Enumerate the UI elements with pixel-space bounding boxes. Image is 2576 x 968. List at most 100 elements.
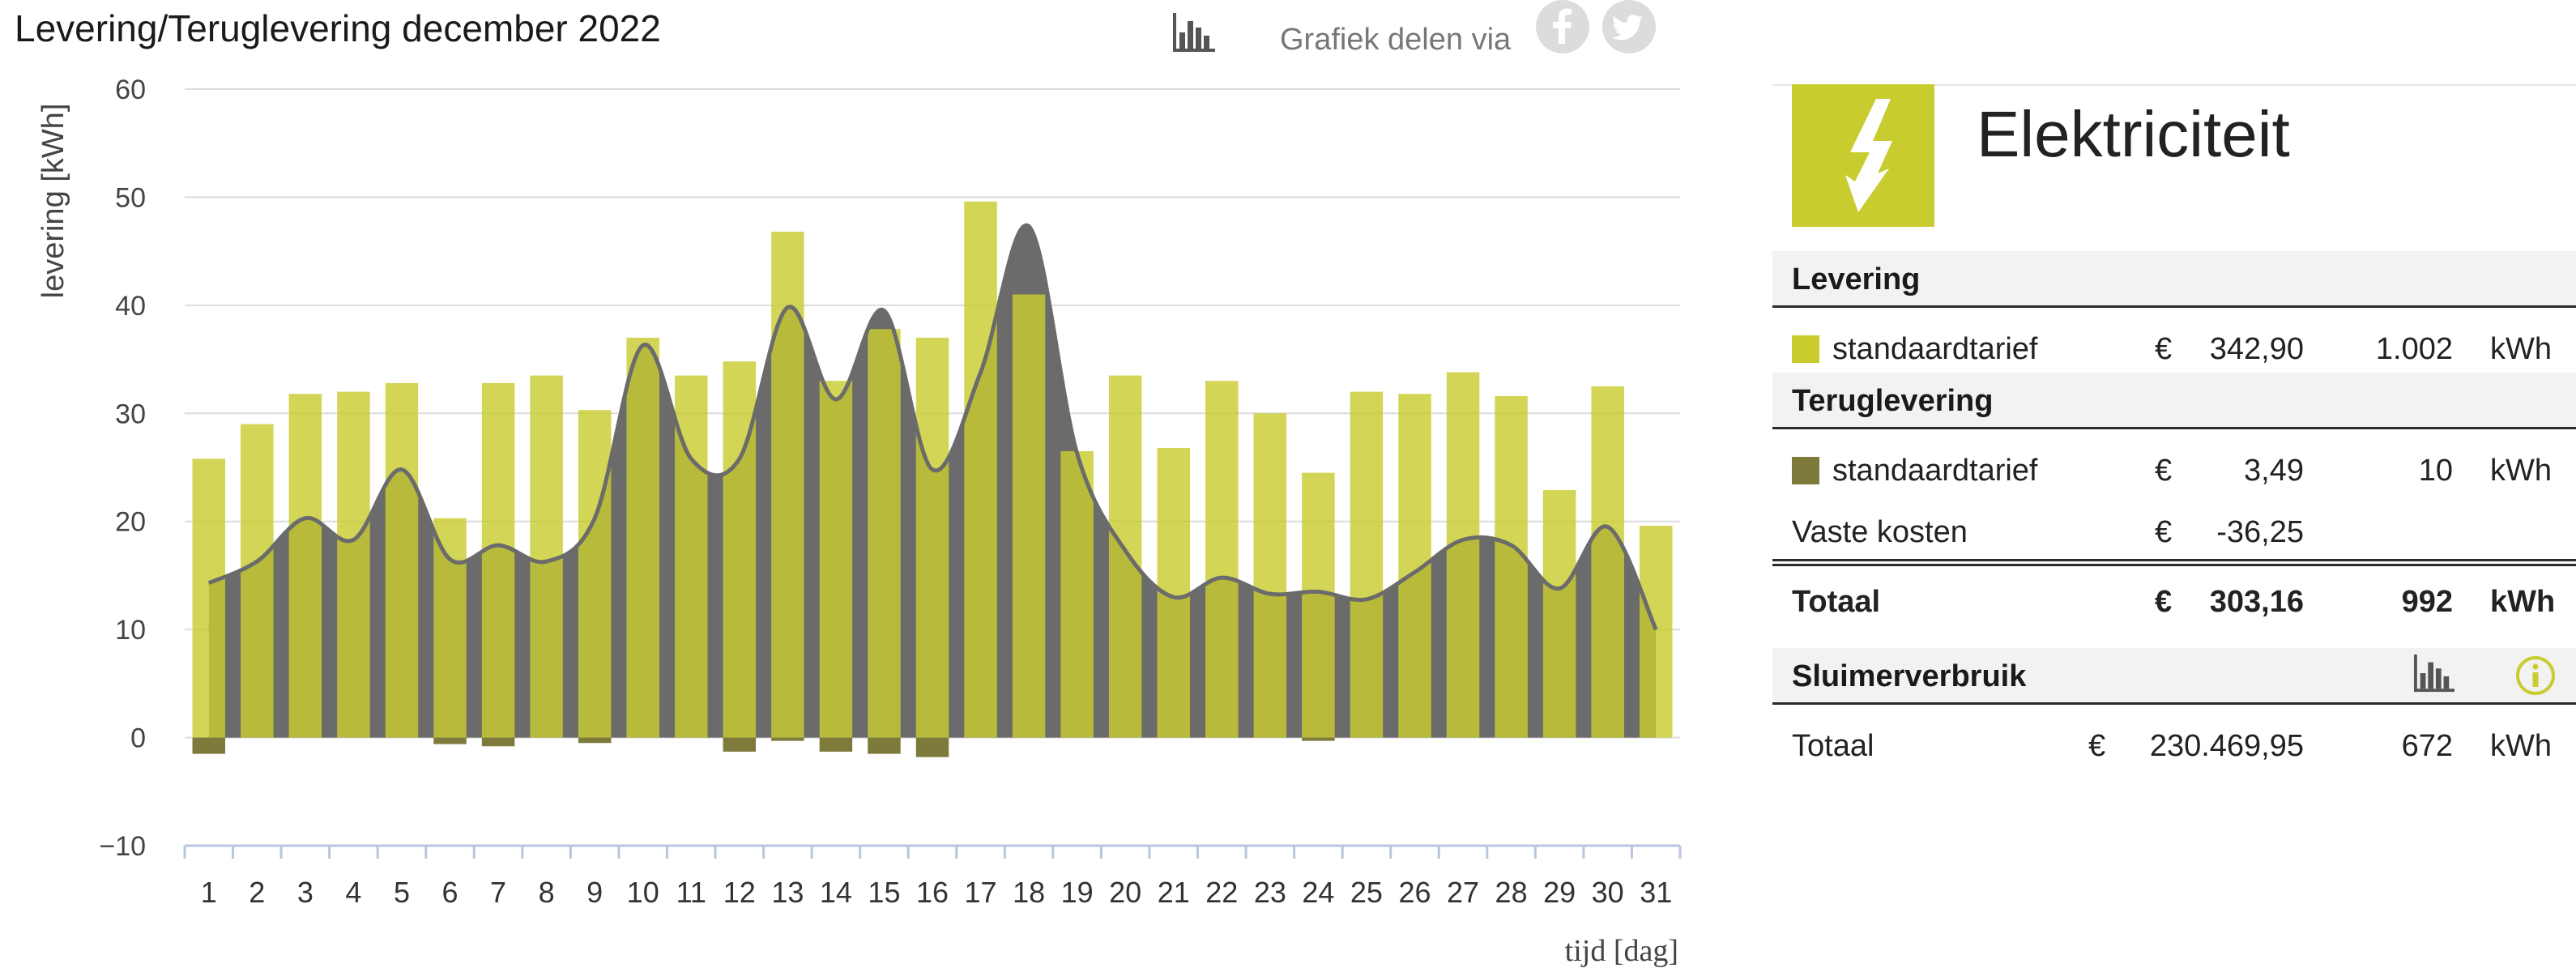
section-heading: Sluimerverbruik [1792, 659, 2027, 693]
section-teruglevering: Teruglevering [1772, 373, 2576, 429]
divider [1772, 564, 2576, 566]
unit: kWh [2490, 585, 2556, 619]
bar-teruglevering[interactable] [192, 737, 226, 754]
bar-teruglevering[interactable] [1302, 737, 1335, 741]
bar-levering[interactable] [723, 361, 757, 738]
x-tick-label: 18 [1013, 876, 1045, 909]
x-tick-label: 5 [394, 876, 410, 909]
bar-levering[interactable] [288, 394, 322, 738]
x-tick-label: 9 [586, 876, 603, 909]
section-heading: Levering [1792, 262, 1921, 296]
x-tick-label: 21 [1158, 876, 1190, 909]
bar-levering[interactable] [192, 458, 226, 738]
teruglevering-swatch [1792, 457, 1819, 484]
x-tick-label: 28 [1495, 876, 1528, 909]
row-label: standaardtarief [1832, 454, 2038, 488]
bar-teruglevering[interactable] [481, 737, 515, 747]
bar-levering[interactable] [1542, 490, 1576, 738]
y-tick-label: 30 [115, 399, 146, 429]
teruglevering-row: standaardtarief € 3,49 10 kWh [1772, 441, 2576, 497]
totaal-row: Totaal € 303,16 992 kWh [1772, 572, 2576, 629]
lightning-bolt-icon [1792, 84, 1934, 227]
bar-levering[interactable] [578, 410, 612, 738]
bar-chart-icon[interactable] [2412, 653, 2456, 693]
divider [1772, 84, 2576, 86]
bar-levering[interactable] [868, 329, 901, 738]
bar-levering[interactable] [626, 337, 659, 738]
x-tick-label: 14 [820, 876, 852, 909]
currency: € [2088, 729, 2106, 763]
electricity-panel: Elektriciteit Levering standaardtarief €… [1772, 0, 2576, 968]
row-label: Totaal [1792, 729, 1874, 763]
bar-levering[interactable] [1108, 375, 1142, 738]
bar-levering[interactable] [433, 518, 467, 738]
bar-levering[interactable] [1205, 381, 1239, 738]
bar-levering[interactable] [1350, 391, 1384, 738]
x-tick-label: 25 [1350, 876, 1383, 909]
x-tick-label: 19 [1061, 876, 1094, 909]
unit: kWh [2490, 454, 2552, 488]
bar-levering[interactable] [1639, 526, 1673, 738]
bar-levering[interactable] [1495, 395, 1528, 738]
bar-levering[interactable] [1446, 372, 1480, 738]
x-tick-label: 27 [1447, 876, 1479, 909]
bar-levering[interactable] [1253, 413, 1287, 738]
y-tick-label: 50 [115, 182, 146, 213]
currency: € [2155, 585, 2173, 619]
unit: kWh [2490, 729, 2552, 763]
x-tick-label: 4 [345, 876, 361, 909]
bar-levering[interactable] [241, 424, 274, 738]
bar-teruglevering[interactable] [433, 737, 467, 744]
y-tick-label: 10 [115, 615, 146, 646]
x-tick-label: 10 [627, 876, 659, 909]
bar-levering[interactable] [385, 382, 419, 738]
bar-levering[interactable] [819, 381, 853, 738]
bar-levering[interactable] [915, 337, 949, 738]
bar-levering[interactable] [481, 382, 515, 738]
y-axis-label: levering [kWh] [36, 104, 70, 299]
x-tick-label: 20 [1109, 876, 1141, 909]
x-tick-label: 24 [1302, 876, 1334, 909]
x-tick-label: 6 [442, 876, 458, 909]
bar-chart-icon[interactable] [1171, 11, 1217, 53]
bar-levering[interactable] [1060, 450, 1094, 738]
facebook-icon[interactable] [1536, 0, 1589, 53]
bar-teruglevering[interactable] [819, 737, 853, 752]
x-tick-label: 26 [1398, 876, 1431, 909]
levering-row: standaardtarief € 342,90 1.002 kWh [1772, 319, 2576, 376]
info-icon[interactable] [2514, 655, 2557, 697]
row-label: Totaal [1792, 585, 1881, 619]
x-tick-label: 16 [916, 876, 949, 909]
y-tick-label: 0 [130, 723, 146, 754]
y-tick-label: 40 [115, 291, 146, 322]
x-axis-label: tijd [dag] [1565, 934, 1678, 968]
x-tick-label: 1 [201, 876, 217, 909]
x-tick-label: 13 [771, 876, 804, 909]
bar-teruglevering[interactable] [771, 737, 804, 741]
divider [1772, 559, 2576, 561]
bar-levering[interactable] [964, 201, 997, 738]
bar-levering[interactable] [1591, 386, 1624, 738]
sluimer-row: Totaal € 230.469,95 672 kWh [1772, 716, 2576, 773]
bar-teruglevering[interactable] [723, 737, 757, 752]
bar-levering[interactable] [337, 391, 370, 738]
x-tick-label: 2 [249, 876, 265, 909]
twitter-icon[interactable] [1602, 0, 1656, 53]
bar-levering[interactable] [1012, 294, 1046, 738]
bar-teruglevering[interactable] [578, 737, 612, 744]
bar-teruglevering[interactable] [868, 737, 901, 754]
row-label: standaardtarief [1832, 332, 2038, 366]
x-tick-label: 15 [868, 876, 900, 909]
x-tick-label: 31 [1640, 876, 1672, 909]
x-tick-label: 12 [723, 876, 756, 909]
kwh-value: 672 [2401, 729, 2453, 763]
x-tick-label: 29 [1543, 876, 1576, 909]
y-tick-label: 60 [115, 75, 146, 105]
x-tick-label: 8 [539, 876, 555, 909]
bar-teruglevering[interactable] [915, 737, 949, 757]
kwh-value: 1.002 [2375, 332, 2453, 366]
bar-levering[interactable] [1302, 472, 1335, 738]
y-tick-label: 20 [115, 507, 146, 538]
